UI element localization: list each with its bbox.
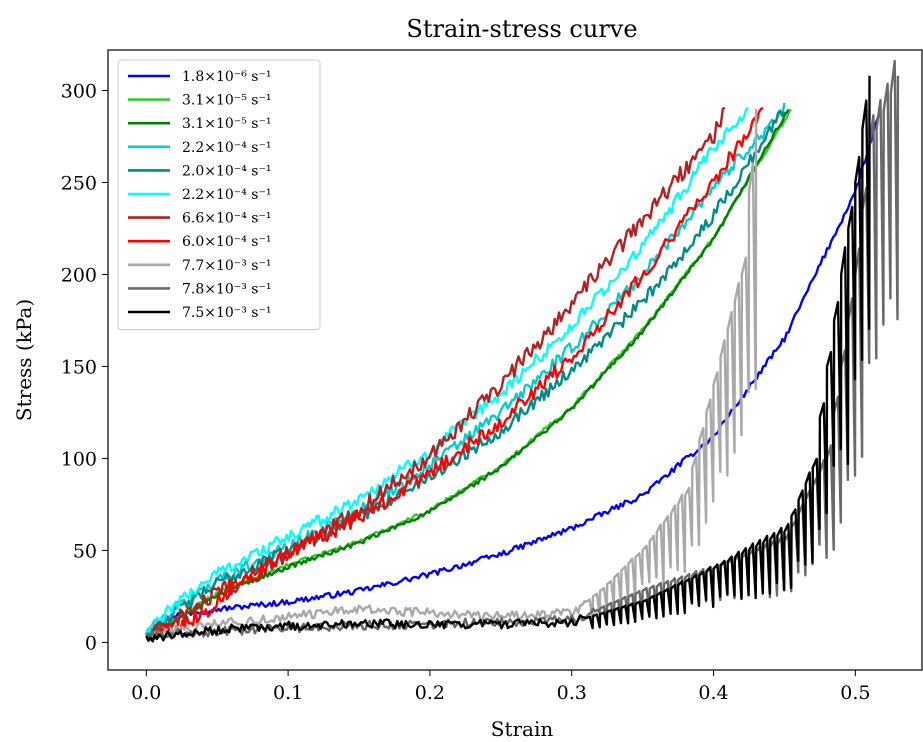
x-tick-label: 0.4: [698, 682, 728, 704]
plot-area: [145, 59, 900, 643]
legend-label: 2.2×10⁻⁴ s⁻¹: [182, 187, 271, 203]
legend-label: 7.5×10⁻³ s⁻¹: [182, 305, 271, 321]
y-tick-label: 100: [61, 448, 97, 470]
series-line-6: [145, 106, 749, 634]
legend-label: 6.6×10⁻⁴ s⁻¹: [182, 211, 271, 227]
y-tick-label: 300: [61, 80, 97, 102]
legend-box: [117, 59, 321, 331]
y-tick-label: 0: [85, 632, 97, 654]
series-line-1: [146, 109, 882, 632]
legend-label: 2.2×10⁻⁴ s⁻¹: [182, 140, 271, 156]
x-axis-label: Strain: [491, 717, 554, 741]
chart-title: Strain-stress curve: [406, 15, 637, 43]
x-tick-label: 0.3: [557, 682, 587, 704]
legend-label: 6.0×10⁻⁴ s⁻¹: [182, 234, 271, 250]
legend-label: 2.0×10⁻⁴ s⁻¹: [182, 163, 271, 179]
series-line-8: [145, 106, 764, 641]
x-tick-label: 0.1: [273, 682, 303, 704]
legend-label: 3.1×10⁻⁵ s⁻¹: [182, 93, 271, 109]
axes-frame: [107, 49, 923, 671]
y-tick-label: 200: [61, 264, 97, 286]
x-tick-label: 0.0: [131, 682, 161, 704]
legend: 1.8×10⁻⁶ s⁻¹ 3.1×10⁻⁵ s⁻¹ 3.1×10⁻⁵ s⁻¹ 2.2×…: [117, 59, 321, 331]
legend-label: 1.8×10⁻⁶ s⁻¹: [182, 69, 271, 85]
y-axis: 0 50 100 150 200 250 300: [61, 80, 108, 654]
x-tick-label: 0.5: [840, 682, 870, 704]
series-line-11: [145, 75, 871, 643]
x-axis: 0.0 0.1 0.2 0.3 0.4 0.5: [131, 670, 870, 704]
legend-label: 7.8×10⁻³ s⁻¹: [182, 281, 271, 297]
y-tick-label: 250: [61, 172, 97, 194]
legend-label: 3.1×10⁻⁵ s⁻¹: [182, 116, 271, 132]
x-tick-label: 0.2: [415, 682, 445, 704]
y-axis-label: Stress (kPa): [12, 299, 36, 421]
series-lines: [145, 59, 900, 643]
y-tick-label: 150: [61, 356, 97, 378]
legend-label: 7.7×10⁻³ s⁻¹: [182, 258, 271, 274]
y-tick-label: 50: [73, 540, 97, 562]
